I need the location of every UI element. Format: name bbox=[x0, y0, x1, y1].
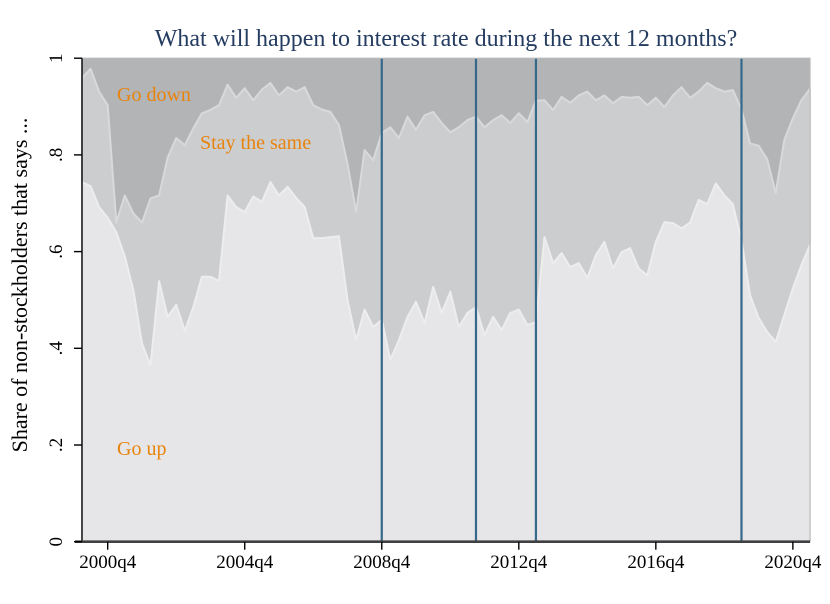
x-tick-label: 2000q4 bbox=[79, 552, 137, 573]
x-tick-label: 2020q4 bbox=[764, 552, 822, 573]
chart-title: What will happen to interest rate during… bbox=[155, 26, 738, 52]
x-tick-label: 2008q4 bbox=[353, 552, 411, 573]
reference-lines-group bbox=[380, 58, 743, 542]
axes-group: 2000q4 2004q4 2008q4 2012q4 2016q4 2020q4 0 .2.… bbox=[46, 53, 822, 573]
x-tick-label: 2004q4 bbox=[216, 552, 274, 573]
stacked-areas-group bbox=[81, 58, 811, 543]
y-tick-label: .6 bbox=[46, 244, 67, 258]
go-down-area-label: Go down bbox=[117, 84, 191, 106]
y-axis-title: Share of non-stockholders that says ... bbox=[7, 118, 32, 453]
x-tick-label: 2016q4 bbox=[627, 552, 685, 573]
y-tick-label: .8 bbox=[46, 148, 67, 162]
x-tick-label: 2012q4 bbox=[490, 552, 548, 573]
y-tick-label: 1 bbox=[46, 53, 67, 63]
y-tick-label: 0 bbox=[46, 537, 67, 547]
y-tick-label: .2 bbox=[46, 438, 67, 452]
stay-the-same-area-label: Stay the same bbox=[200, 132, 311, 154]
go-up-area-label: Go up bbox=[117, 438, 166, 460]
go-up-area bbox=[81, 181, 811, 543]
y-tick-label: .4 bbox=[46, 341, 67, 356]
plot-border bbox=[82, 57, 811, 542]
